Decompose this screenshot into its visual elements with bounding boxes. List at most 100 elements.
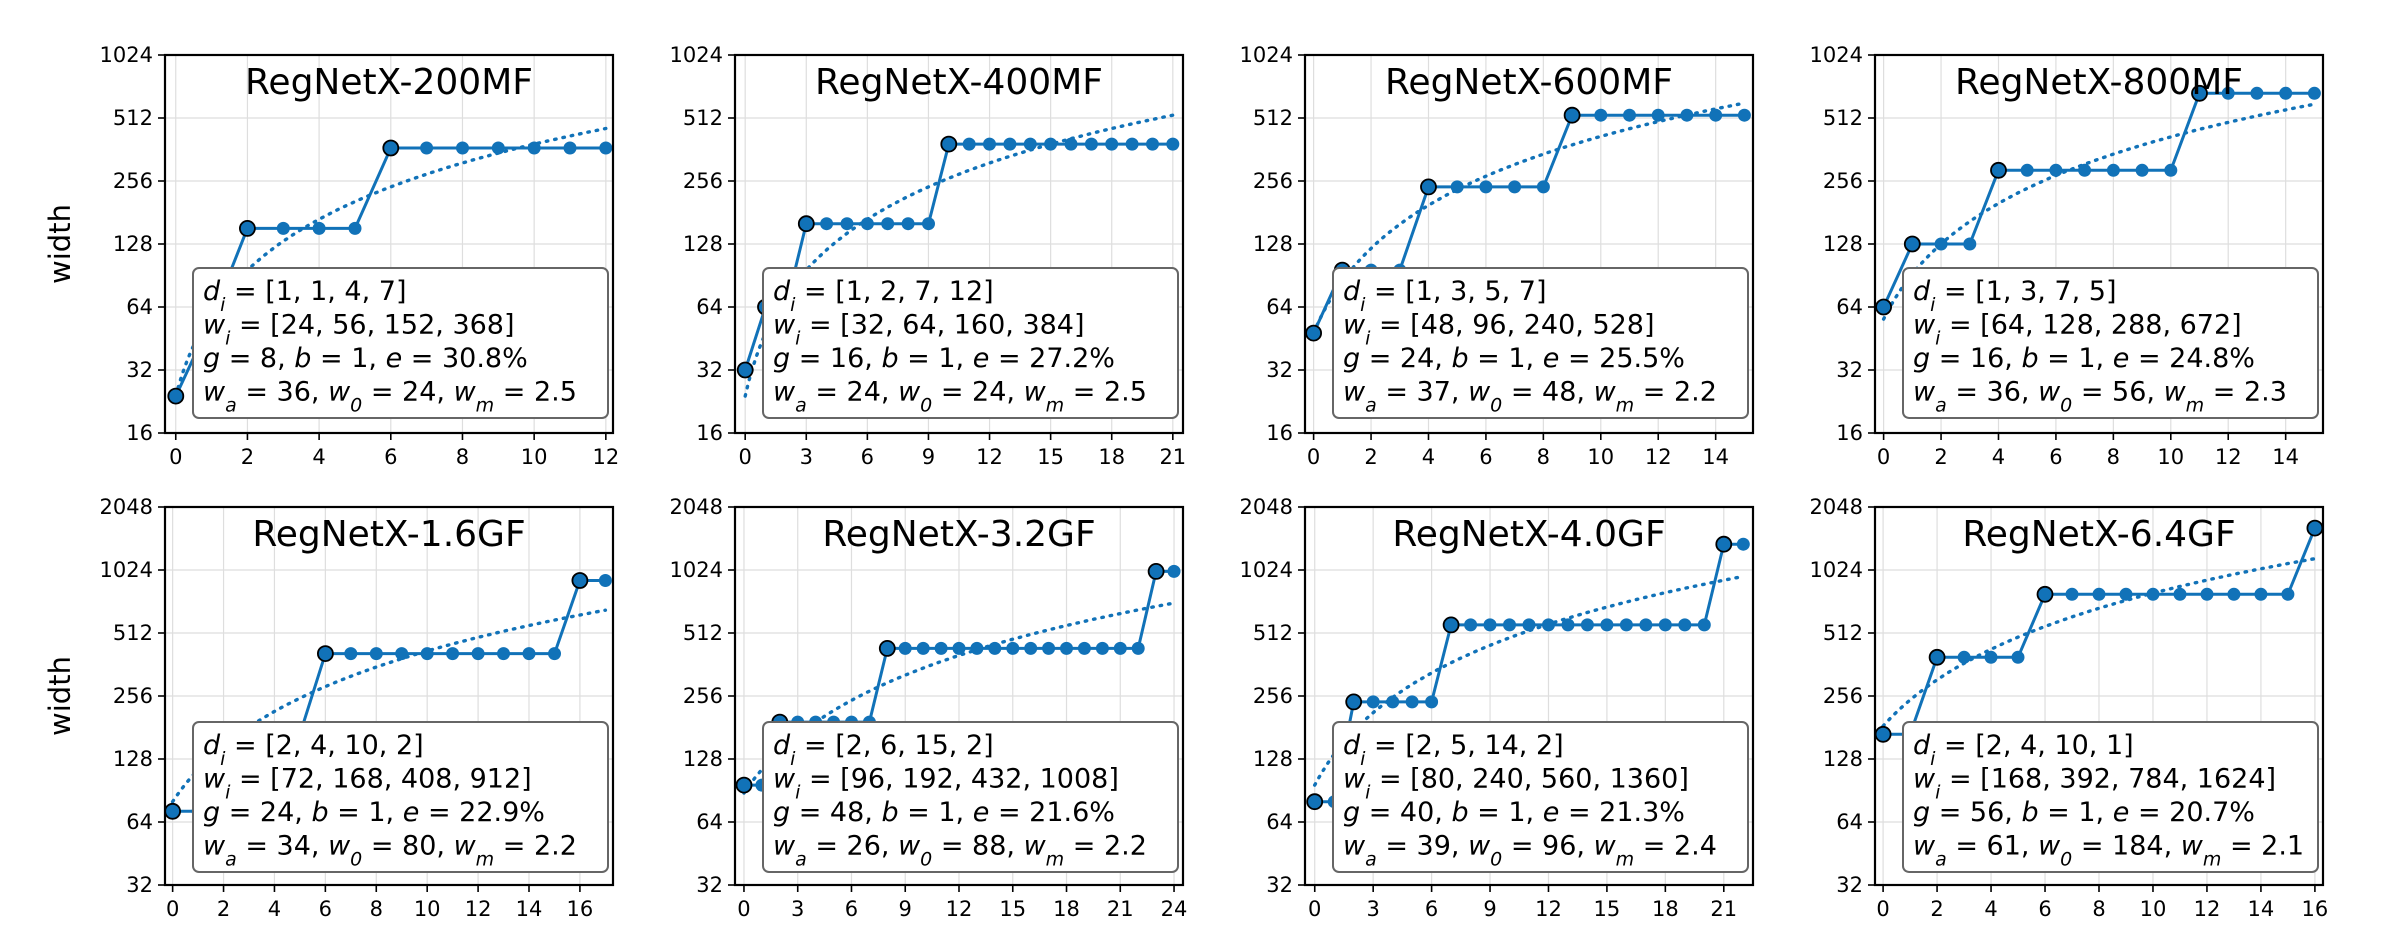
y-tick-label: 128 [1823,747,1863,771]
legend-line-3: g = 8, b = 1, e = 30.8% [203,343,528,374]
block-width-point [527,141,541,155]
y-tick-label: 32 [1836,358,1863,382]
legend-line-1: di = [1, 2, 7, 12] [773,276,994,316]
params-legend: di = [1, 1, 4, 7]wi = [24, 56, 152, 368]… [192,267,609,419]
block-width-point [344,647,358,661]
block-width-point [420,647,434,661]
chart-panel-7: 0 3 6 9 12 15 18 21 32 64 128 256 512 1024 2048 RegNetX… [1240,495,1755,921]
y-tick-label: 128 [113,747,153,771]
x-tick-label: 18 [1098,445,1125,469]
block-width-point [446,647,460,661]
fit-curve [1881,102,2317,321]
y-tick-label: 16 [126,421,153,445]
stage-start-point [1875,298,1892,316]
stage-start-point [1990,161,2007,179]
block-width-point [1697,618,1711,632]
block-width-point [2092,587,2106,601]
block-width-point [1680,108,1694,122]
block-width-point [2020,163,2034,177]
block-width-point [1060,641,1073,655]
x-tick-label: 21 [1107,897,1134,921]
y-tick-label: 2048 [670,495,723,519]
chart-title: RegNetX-1.6GF [252,514,525,555]
block-width-point [1084,137,1098,151]
stage-start-point [2036,585,2054,603]
x-tick-label: 6 [384,445,397,469]
block-width-point [1464,618,1478,632]
block-width-point [2164,163,2178,177]
block-width-point [1450,180,1464,194]
block-width-point [491,141,505,155]
stage-start-point [382,139,400,157]
y-tick-label: 2048 [1810,495,1863,519]
y-tick-label: 64 [126,810,153,834]
legend-line-3: g = 48, b = 1, e = 21.6% [773,797,1115,828]
x-tick-label: 0 [1876,897,1889,921]
x-tick-label: 12 [976,445,1003,469]
x-tick-label: 0 [1877,445,1890,469]
y-tick-label: 64 [126,295,153,319]
block-width-point [2119,587,2133,601]
block-width-point [1623,108,1636,122]
x-tick-label: 12 [465,897,492,921]
legend-box [762,267,1179,419]
x-tick-label: 12 [946,897,973,921]
block-width-point [2011,650,2025,664]
x-tick-label: 8 [456,445,469,469]
block-width-point [1483,618,1497,632]
block-width-point [1736,537,1750,551]
block-width-point [1580,618,1594,632]
x-tick-label: 0 [166,897,179,921]
x-tick-label: 4 [312,445,325,469]
y-tick-label: 1024 [670,558,723,582]
y-tick-label: 256 [1823,169,1863,193]
x-tick-label: 0 [1307,445,1320,469]
block-width-point [1044,137,1058,151]
y-axis-label: width [43,204,77,284]
y-tick-label: 32 [1266,873,1293,897]
block-width-point [312,221,326,235]
x-tick-label: 4 [1984,897,1997,921]
legend-line-4: wa = 36, w0 = 24, wm = 2.5 [203,377,577,417]
fit-curve [743,113,1175,398]
block-width-point [2307,86,2321,100]
y-tick-label: 16 [1266,421,1293,445]
chart-panel-5: 0 2 4 6 8 10 12 14 16 32 64 128 256 512 1024 2048 RegNet… [43,495,615,921]
legend-line-4: wa = 36, w0 = 56, wm = 2.3 [1913,377,2287,417]
x-tick-label: 6 [845,897,858,921]
block-width-point [1619,618,1633,632]
y-tick-label: 256 [113,684,153,708]
block-width-point [2135,163,2149,177]
block-width-point [471,647,485,661]
x-tick-label: 2 [1930,897,1943,921]
legend-box [762,721,1179,873]
x-tick-label: 8 [1537,445,1550,469]
y-tick-label: 256 [1823,684,1863,708]
y-tick-label: 512 [1253,621,1293,645]
x-tick-label: 12 [592,445,619,469]
block-width-point [2173,587,2187,601]
x-tick-label: 0 [1308,897,1321,921]
block-width-point [1166,137,1180,151]
block-width-point [840,217,854,231]
legend-line-1: di = [1, 3, 7, 5] [1913,276,2117,316]
width-series-line [743,142,1173,371]
x-tick-label: 6 [861,445,874,469]
x-tick-label: 2 [217,897,230,921]
block-width-point [420,141,434,155]
block-width-point [2279,86,2293,100]
legend-line-4: wa = 24, w0 = 24, wm = 2.5 [773,377,1147,417]
legend-line-4: wa = 26, w0 = 88, wm = 2.2 [773,831,1147,871]
x-tick-label: 3 [791,897,804,921]
x-tick-label: 10 [414,897,441,921]
legend-line-3: g = 24, b = 1, e = 25.5% [1343,343,1685,374]
block-width-point [1006,641,1020,655]
x-tick-label: 6 [2038,897,2051,921]
legend-line-1: di = [2, 4, 10, 2] [203,730,424,770]
legend-line-1: di = [2, 6, 15, 2] [773,730,994,770]
block-width-point [1405,695,1419,709]
x-tick-label: 9 [1483,897,1496,921]
stage-start-point [1563,106,1581,124]
x-tick-label: 6 [2049,445,2062,469]
block-width-point [1167,564,1181,578]
